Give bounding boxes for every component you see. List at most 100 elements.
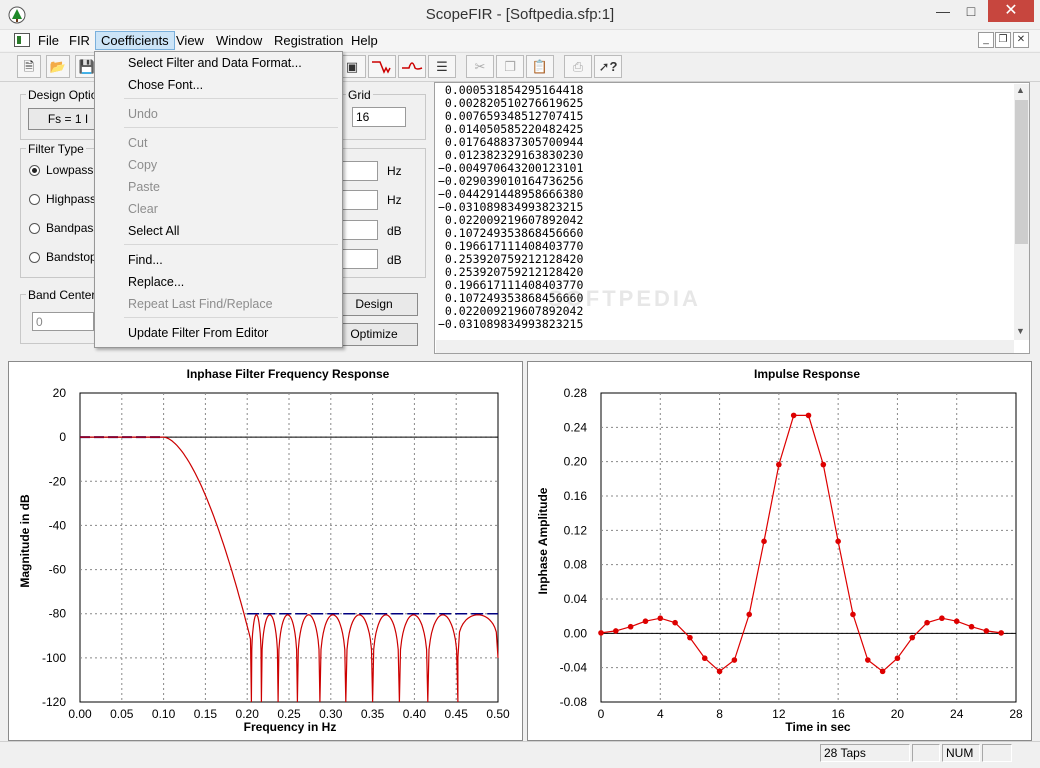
- y-tick-label: -20: [49, 474, 67, 488]
- menu-item-select-all[interactable]: Select All: [128, 224, 180, 238]
- impulse-point: [746, 611, 753, 618]
- impulse-point: [627, 623, 634, 630]
- stopband-atten-input[interactable]: [340, 249, 378, 269]
- lowpass-radio[interactable]: [29, 165, 40, 176]
- minimize-button[interactable]: —: [936, 3, 950, 19]
- coefficient-list-icon[interactable]: ☰: [428, 55, 456, 78]
- print-icon[interactable]: ⎙: [564, 55, 592, 78]
- coefficient-line: −0.031089834993823215: [438, 200, 584, 214]
- passband-ripple-input[interactable]: [340, 220, 378, 240]
- impulse-point: [657, 615, 664, 622]
- new-file-icon[interactable]: 🗎: [17, 55, 41, 78]
- menu-item-replace[interactable]: Replace...: [128, 275, 185, 289]
- menu-item-cut[interactable]: Cut: [128, 136, 148, 150]
- menu-registration[interactable]: Registration: [274, 33, 344, 48]
- copy-icon[interactable]: ❐: [496, 55, 524, 78]
- x-tick-label: 28: [1009, 707, 1023, 721]
- coefficient-line: 0.017648837305700944: [438, 135, 584, 149]
- coefficients-dropdown: [94, 51, 343, 348]
- x-tick-label: 12: [772, 707, 786, 721]
- x-tick-label: 0.20: [236, 707, 260, 721]
- close-button[interactable]: ✕: [988, 0, 1034, 22]
- status-empty-2: [982, 744, 1012, 762]
- optimize-button[interactable]: Optimize: [330, 323, 418, 346]
- stopband-edge-input[interactable]: [340, 190, 378, 210]
- menu-item-copy[interactable]: Copy: [128, 158, 158, 172]
- coefficient-line: 0.107249353868456660: [438, 226, 584, 240]
- band-center-input[interactable]: 0: [32, 312, 94, 331]
- x-tick-label: 24: [950, 707, 964, 721]
- save-icon[interactable]: 💾: [75, 55, 99, 78]
- coefficient-line: 0.107249353868456660: [438, 291, 584, 305]
- mdi-close-button[interactable]: ✕: [1013, 32, 1029, 48]
- menu-item-paste[interactable]: Paste: [128, 180, 160, 194]
- cut-icon[interactable]: ✂: [466, 55, 494, 78]
- coefficient-line: 0.014050585220482425: [438, 122, 584, 136]
- menu-item-undo[interactable]: Undo: [128, 107, 158, 121]
- menu-coefficients[interactable]: Coefficients: [95, 31, 175, 50]
- horizontal-scrollbar[interactable]: [436, 340, 1014, 353]
- title-bar: [0, 0, 1040, 30]
- fs-button[interactable]: Fs = 1 I: [28, 108, 108, 130]
- passband-edge-input[interactable]: [340, 161, 378, 181]
- coefficient-line: 0.002820510276619625: [438, 96, 584, 110]
- x-tick-label: 0.30: [319, 707, 343, 721]
- coefficient-line: 0.196617111408403770: [438, 239, 584, 253]
- grid-input[interactable]: 16: [352, 107, 406, 127]
- x-tick-label: 4: [657, 707, 664, 721]
- coefficient-line: −0.029039010164736256: [438, 174, 584, 188]
- y-tick-label: 0.00: [564, 626, 588, 640]
- scroll-up-icon[interactable]: ▲: [1016, 85, 1025, 95]
- coefficient-line: 0.022009219607892042: [438, 213, 584, 227]
- impulse-point: [716, 668, 723, 675]
- menu-item-find[interactable]: Find...: [128, 253, 163, 267]
- y-tick-label: 0.16: [564, 489, 588, 503]
- maximize-button[interactable]: □: [966, 3, 976, 19]
- menu-fir[interactable]: FIR: [69, 33, 90, 48]
- impulse-point: [687, 634, 693, 641]
- x-tick-label: 0.25: [277, 707, 301, 721]
- coefficient-line: 0.007659348512707415: [438, 109, 584, 123]
- y-tick-label: 20: [53, 386, 67, 400]
- band-center-label: Band Center: [26, 288, 98, 302]
- bandstop-radio[interactable]: [29, 252, 40, 263]
- lowpass-label: Lowpass: [46, 163, 94, 177]
- menu-view[interactable]: View: [176, 33, 204, 48]
- freq-chart-title: Inphase Filter Frequency Response: [186, 367, 390, 381]
- impulse-response-icon[interactable]: [398, 55, 426, 78]
- highpass-radio[interactable]: [29, 194, 40, 205]
- freq-xlabel: Frequency in Hz: [243, 720, 337, 734]
- menu-window[interactable]: Window: [216, 33, 263, 48]
- coefficient-line: 0.022009219607892042: [438, 304, 584, 318]
- unit-hz-2: Hz: [387, 193, 402, 207]
- mdi-minimize-button[interactable]: _: [978, 32, 994, 48]
- menu-file[interactable]: File: [38, 33, 59, 48]
- mdi-restore-button[interactable]: ❐: [995, 32, 1011, 48]
- window-view-icon[interactable]: ▣: [338, 55, 366, 78]
- paste-icon[interactable]: 📋: [526, 55, 554, 78]
- coefficient-editor[interactable]: [434, 82, 1030, 354]
- coefficient-line: 0.000531854295164418: [438, 83, 584, 97]
- design-button[interactable]: Design: [330, 293, 418, 316]
- open-folder-icon[interactable]: 📂: [46, 55, 70, 78]
- scroll-down-icon[interactable]: ▼: [1016, 326, 1025, 336]
- coefficient-line: −0.031089834993823215: [438, 317, 584, 331]
- scrollbar-thumb[interactable]: [1015, 100, 1028, 244]
- y-tick-label: -60: [49, 563, 67, 577]
- impulse-point: [879, 668, 886, 675]
- app-icon[interactable]: [8, 6, 26, 24]
- menu-item-chose-font[interactable]: Chose Font...: [128, 78, 204, 92]
- coefficient-line: −0.004970643200123101: [438, 161, 584, 175]
- menu-item-repeat-last-find-replace[interactable]: Repeat Last Find/Replace: [128, 297, 273, 311]
- frequency-response-chart: 0.00 0.05 0.10 0.15 0.20 0.25 0.30 0.35 0.40 0.45…: [42, 386, 510, 721]
- help-icon[interactable]: ➚?: [594, 55, 622, 78]
- menu-item-select-filter-and-data-format[interactable]: Select Filter and Data Format...: [128, 56, 302, 70]
- bandpass-radio[interactable]: [29, 223, 40, 234]
- frequency-response-icon[interactable]: [368, 55, 396, 78]
- menu-item-clear[interactable]: Clear: [128, 202, 158, 216]
- impulse-point: [835, 538, 841, 545]
- menu-help[interactable]: Help: [351, 33, 378, 48]
- menu-item-update-filter-from-editor[interactable]: Update Filter From Editor: [128, 326, 269, 340]
- impulse-point: [761, 538, 767, 545]
- document-icon[interactable]: [14, 33, 30, 47]
